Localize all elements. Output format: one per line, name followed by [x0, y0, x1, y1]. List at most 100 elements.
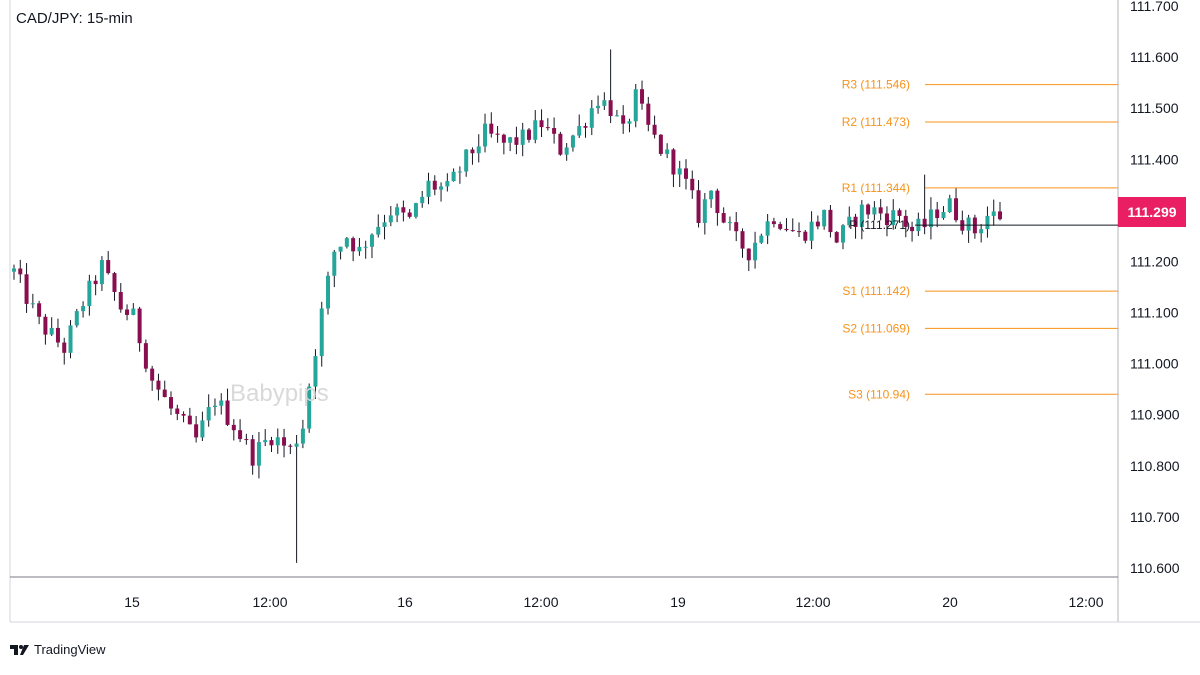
- candle-body: [872, 207, 877, 215]
- candle-body: [338, 246, 343, 252]
- candle-body: [740, 231, 745, 249]
- candle-body: [633, 89, 638, 122]
- candle-body: [401, 207, 406, 213]
- y-tick-label: 111.200: [1130, 253, 1179, 269]
- candle-body: [231, 424, 236, 431]
- candle-body: [326, 275, 331, 309]
- candle-body: [319, 308, 324, 357]
- candle-body: [99, 260, 104, 285]
- candle-body: [903, 215, 908, 227]
- candle-body: [181, 413, 186, 416]
- candle-body: [156, 380, 161, 390]
- x-tick-label: 19: [670, 594, 686, 610]
- candle-body: [307, 386, 312, 429]
- candle-body: [778, 224, 783, 229]
- candle-body: [407, 212, 412, 217]
- candle-body: [941, 212, 946, 219]
- y-tick-label: 110.600: [1130, 560, 1180, 576]
- candle-body: [665, 149, 670, 154]
- last-price-tag: 111.299: [1118, 197, 1186, 227]
- candle-body: [947, 198, 952, 213]
- candle-body: [998, 211, 1002, 220]
- candle-body: [244, 439, 249, 441]
- candle-body: [395, 207, 400, 216]
- candle-body: [445, 181, 450, 187]
- candle-body: [891, 210, 896, 226]
- candle-body: [489, 123, 494, 134]
- candle-body: [539, 120, 544, 128]
- candle-body: [194, 424, 199, 438]
- candle-body: [87, 280, 92, 307]
- candle-body: [37, 303, 42, 317]
- candle-body: [608, 100, 613, 117]
- candle-body: [966, 217, 971, 231]
- candle-body: [840, 225, 845, 243]
- pivot-label: S3 (110.94): [848, 387, 910, 401]
- candle-body: [954, 198, 959, 221]
- candle-body: [125, 309, 130, 315]
- pivot-label: R2 (111.473): [842, 115, 910, 129]
- candle-body: [206, 407, 211, 421]
- candle-body: [263, 440, 268, 443]
- candle-body: [847, 216, 852, 226]
- candle-body: [646, 103, 651, 125]
- candle-body: [784, 228, 789, 231]
- candle-body: [250, 439, 255, 466]
- candle-body: [200, 420, 205, 438]
- candle-body: [55, 327, 60, 343]
- candle-body: [771, 221, 776, 225]
- candle-body: [169, 397, 174, 409]
- candle-body: [759, 235, 764, 243]
- candle-body: [552, 127, 557, 134]
- candle-body: [828, 209, 833, 233]
- candle-body: [313, 356, 318, 387]
- candle-body: [238, 430, 243, 440]
- candle-body: [382, 222, 387, 227]
- y-tick-label: 111.000: [1130, 356, 1179, 372]
- candle-body: [62, 342, 67, 353]
- candle-body: [545, 127, 550, 129]
- candle-body: [671, 149, 676, 175]
- candle-body: [439, 186, 444, 190]
- candle-body: [294, 443, 299, 447]
- candle-body: [187, 415, 192, 425]
- watermark: Babypips: [230, 380, 329, 407]
- candle-body: [583, 126, 588, 128]
- candle-body: [765, 221, 770, 236]
- y-tick-label: 110.800: [1130, 458, 1180, 474]
- candle-body: [803, 231, 808, 241]
- x-tick-label: 16: [397, 594, 413, 610]
- candle-body: [143, 343, 148, 369]
- y-tick-label: 111.700: [1130, 0, 1179, 14]
- x-tick-label: 12:00: [252, 594, 287, 610]
- candle-body: [727, 222, 732, 224]
- candle-body: [859, 204, 864, 227]
- y-tick-label: 110.900: [1130, 407, 1180, 423]
- candle-body: [137, 308, 142, 344]
- candle-body: [225, 400, 230, 425]
- candle-body: [602, 100, 607, 106]
- candle-body: [683, 168, 688, 179]
- candle-body: [696, 190, 701, 223]
- tradingview-logo[interactable]: TradingView: [10, 642, 106, 657]
- candle-body: [815, 221, 820, 227]
- candle-body: [809, 221, 814, 241]
- candle-body: [332, 251, 337, 276]
- pivot-label: S1 (111.142): [842, 284, 910, 298]
- candle-body: [570, 135, 575, 148]
- candle-body: [614, 115, 619, 117]
- candle-body: [18, 268, 23, 275]
- candle-body: [746, 248, 751, 261]
- candle-body: [464, 149, 469, 172]
- candle-body: [533, 120, 538, 140]
- candle-body: [652, 124, 657, 135]
- candle-body: [112, 273, 117, 292]
- candle-body: [640, 89, 645, 104]
- x-tick-label: 15: [124, 594, 140, 610]
- candle-body: [910, 226, 915, 232]
- candle-body: [627, 121, 632, 124]
- candle-body: [212, 405, 217, 408]
- candle-body: [344, 238, 349, 247]
- candle-body: [935, 209, 940, 219]
